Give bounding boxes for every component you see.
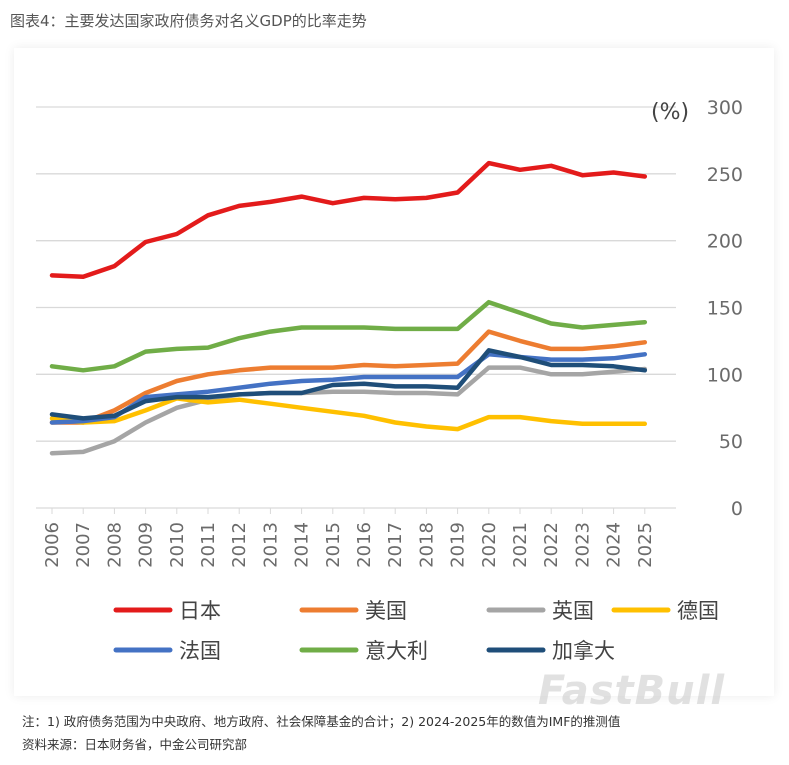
gridlines — [36, 106, 676, 509]
y-tick-label: 200 — [707, 231, 743, 253]
x-axis-ticks: 2006 2007 2008 2009 2010 2011 2012 2013 2014 2015… — [42, 508, 656, 568]
legend-label: 加拿大 — [552, 639, 615, 663]
legend-item: 日本 — [113, 599, 221, 623]
x-tick-label: 2010 — [167, 522, 188, 568]
legend-item: 法国 — [113, 639, 221, 663]
series-line-法国 — [49, 352, 648, 425]
y-tick-label: 250 — [707, 164, 743, 186]
x-tick-label: 2022 — [541, 522, 562, 568]
legend-item: 德国 — [611, 599, 719, 623]
footnote: 注：1) 政府债务范围为中央政府、地方政府、社会保障基金的合计；2) 2024-… — [22, 714, 621, 729]
series-line-加拿大 — [49, 348, 648, 421]
x-tick-label: 2013 — [260, 522, 281, 568]
x-tick-label: 2014 — [292, 522, 313, 568]
x-tick-label: 2016 — [354, 522, 375, 568]
y-tick-label: 300 — [707, 97, 743, 119]
legend-label: 德国 — [677, 599, 719, 623]
y-tick-label: 100 — [707, 364, 743, 386]
series-line-英国 — [49, 365, 648, 456]
legend-label: 美国 — [365, 599, 407, 623]
x-tick-label: 2020 — [479, 522, 500, 568]
legend-item: 意大利 — [299, 639, 428, 663]
x-tick-label: 2024 — [604, 522, 625, 568]
x-tick-label: 2008 — [104, 522, 125, 568]
x-tick-label: 2018 — [416, 522, 437, 568]
unit-label: (%) — [651, 100, 689, 125]
legend-label: 意大利 — [365, 639, 428, 663]
x-tick-label: 2019 — [448, 522, 469, 568]
y-tick-label: 50 — [719, 431, 743, 453]
series-line-德国 — [49, 396, 648, 432]
series-line-美国 — [49, 329, 648, 425]
legend-item: 美国 — [299, 599, 407, 623]
series-line-日本 — [49, 160, 648, 280]
x-tick-label: 2006 — [42, 522, 63, 568]
watermark-logo: FastBull — [538, 668, 726, 714]
legend-label: 日本 — [179, 599, 221, 623]
x-tick-label: 2017 — [385, 522, 406, 568]
y-tick-label: 0 — [731, 498, 743, 520]
x-tick-label: 2012 — [229, 522, 250, 568]
x-tick-label: 2007 — [73, 522, 94, 568]
chart-card: 0 50 100 150 200 250 300 (%) 2006 2007 2008 2009 2… — [14, 48, 774, 696]
y-axis-ticks: 0 50 100 150 200 250 300 — [707, 97, 743, 520]
source-note: 资料来源：日本财务省，中金公司研究部 — [22, 737, 248, 752]
x-tick-label: 2021 — [510, 522, 531, 568]
x-tick-label: 2009 — [136, 522, 157, 568]
legend-label: 法国 — [179, 639, 221, 663]
series-line-意大利 — [49, 299, 648, 373]
figure-title: 图表4：主要发达国家政府债务对名义GDP的比率走势 — [10, 12, 367, 30]
x-tick-label: 2025 — [635, 522, 656, 568]
legend-item: 英国 — [486, 599, 594, 623]
legend-label: 英国 — [552, 599, 594, 623]
x-tick-label: 2011 — [198, 522, 219, 568]
series-lines — [49, 160, 648, 456]
x-tick-label: 2015 — [323, 522, 344, 568]
y-tick-label: 150 — [707, 298, 743, 320]
x-tick-label: 2023 — [572, 522, 593, 568]
legend-item: 加拿大 — [486, 639, 615, 663]
